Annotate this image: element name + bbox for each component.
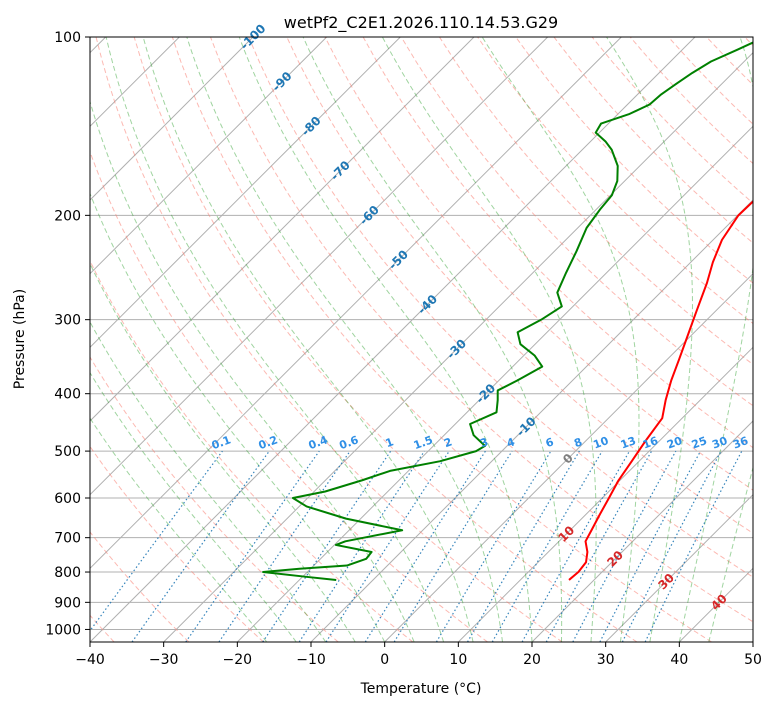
x-tick-label: 0: [380, 652, 389, 668]
y-tick-label: 1000: [45, 622, 81, 638]
x-tick-label: −40: [75, 652, 105, 668]
y-tick-label: 600: [54, 491, 81, 507]
x-tick-label: 40: [670, 652, 688, 668]
x-tick-label: 10: [449, 652, 467, 668]
x-tick-label: −20: [223, 652, 253, 668]
chart-title: wetPf2_C2E1.2026.110.14.53.G29: [284, 13, 558, 33]
y-tick-label: 900: [54, 595, 81, 611]
y-tick-label: 100: [54, 30, 81, 46]
y-axis-label: Pressure (hPa): [12, 289, 28, 389]
plot-background: [90, 37, 753, 642]
y-tick-label: 200: [54, 208, 81, 224]
x-tick-label: 20: [523, 652, 541, 668]
y-tick-label: 700: [54, 531, 81, 547]
y-tick-label: 400: [54, 387, 81, 403]
y-tick-label: 800: [54, 565, 81, 581]
x-tick-label: −10: [296, 652, 326, 668]
x-axis-label: Temperature (°C): [360, 681, 482, 697]
x-tick-label: −30: [149, 652, 179, 668]
y-tick-label: 300: [54, 313, 81, 329]
x-tick-label: 30: [597, 652, 615, 668]
x-tick-label: 50: [744, 652, 762, 668]
y-tick-label: 500: [54, 444, 81, 460]
